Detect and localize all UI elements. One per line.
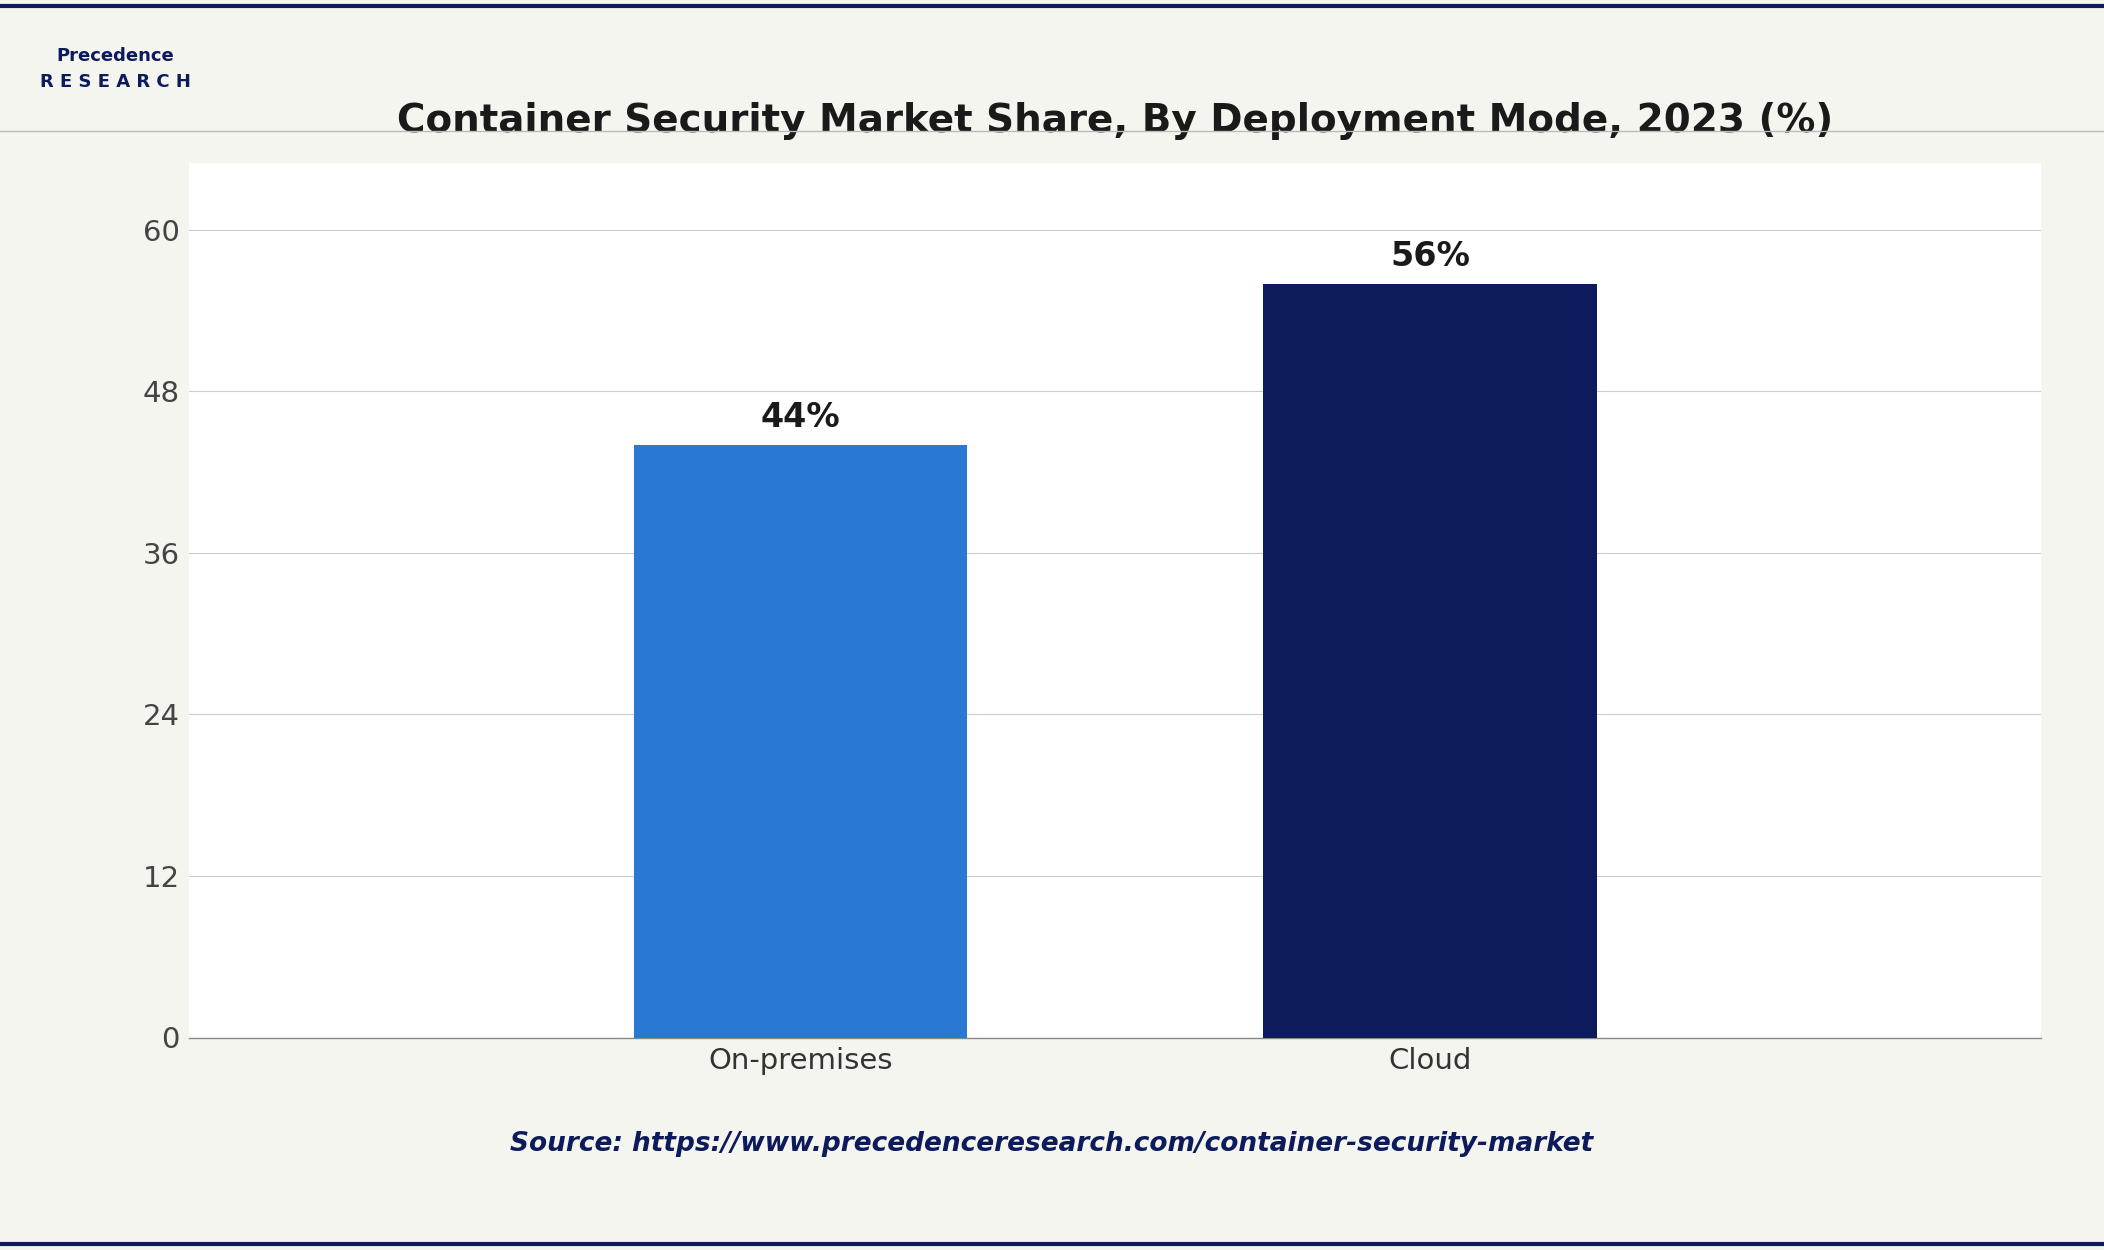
Text: 56%: 56% xyxy=(1391,240,1471,272)
Title: Container Security Market Share, By Deployment Mode, 2023 (%): Container Security Market Share, By Depl… xyxy=(398,102,1833,140)
Bar xyxy=(1262,284,1597,1038)
Text: 44%: 44% xyxy=(760,401,839,435)
Bar xyxy=(633,445,968,1038)
Text: Precedence
R E S E A R C H: Precedence R E S E A R C H xyxy=(40,46,191,91)
Text: Source: https://www.precedenceresearch.com/container-security-market: Source: https://www.precedenceresearch.c… xyxy=(511,1131,1593,1156)
